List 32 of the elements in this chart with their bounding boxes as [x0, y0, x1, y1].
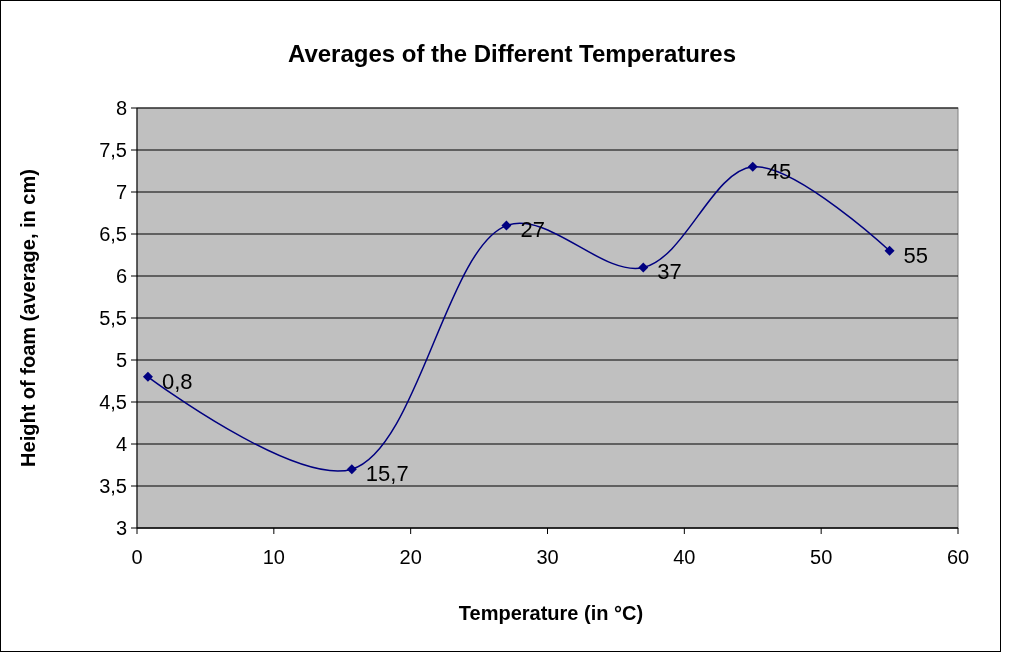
y-tick-label: 3,5 [99, 475, 127, 497]
x-tick-label: 0 [131, 546, 143, 568]
y-tick-label: 8 [115, 97, 127, 119]
x-axis-title: Temperature (in °C) [458, 602, 644, 624]
y-tick-label: 5 [115, 349, 127, 371]
annotation: 0,8 [161, 368, 193, 394]
y-axis-title: Height of foam (average, in cm) [17, 169, 39, 467]
point [501, 220, 512, 231]
x-tick-label: 30 [536, 546, 559, 568]
annotation: 55 [903, 242, 929, 268]
annotation: 27 [520, 217, 545, 243]
x-tick-label: 40 [673, 546, 696, 568]
x-tick-label: 20 [399, 546, 422, 568]
y-tick-label: 3 [115, 517, 127, 539]
point [142, 371, 153, 382]
x-tick-label: 10 [262, 546, 285, 568]
x-tick-label: 60 [946, 546, 970, 568]
y-tick-label: 4,5 [99, 391, 127, 413]
chart-title: Averages of the Different Temperatures [287, 40, 737, 67]
y-tick-label: 6 [115, 265, 127, 287]
point [884, 245, 895, 256]
x-tick-label: 50 [810, 546, 833, 568]
y-tick-label: 4 [115, 433, 127, 455]
point [747, 161, 758, 172]
y-tick-label: 7 [115, 181, 127, 203]
point [346, 464, 357, 475]
y-tick-label: 6,5 [99, 223, 127, 245]
y-tick-label: 7,5 [99, 139, 127, 161]
annotation: 15,7 [365, 460, 409, 486]
y-tick-label: 5,5 [99, 307, 127, 329]
point [638, 262, 649, 273]
annotation: 37 [657, 259, 682, 285]
